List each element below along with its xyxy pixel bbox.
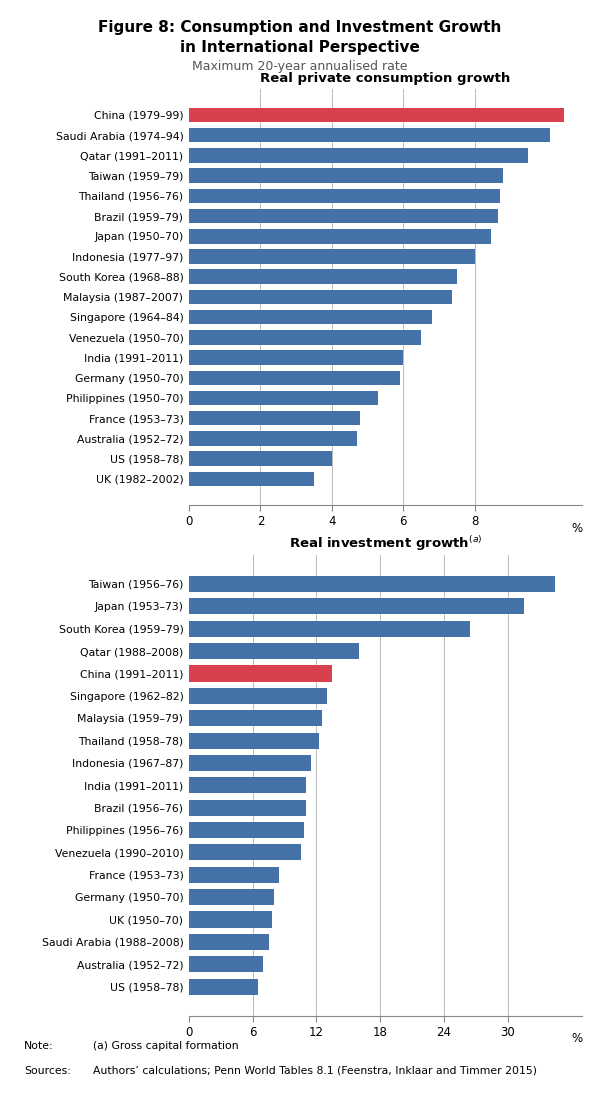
Bar <box>189 330 421 344</box>
Bar <box>189 189 500 203</box>
Title: Real private consumption growth: Real private consumption growth <box>260 72 511 84</box>
Bar <box>189 823 304 838</box>
Bar <box>189 209 498 223</box>
Text: Figure 8: Consumption and Investment Growth: Figure 8: Consumption and Investment Gro… <box>98 20 502 36</box>
Bar <box>189 665 332 682</box>
Bar <box>189 169 503 183</box>
Title: Real investment growth$^{(a)}$: Real investment growth$^{(a)}$ <box>289 534 482 553</box>
Bar <box>189 310 432 324</box>
Text: Sources:: Sources: <box>24 1066 71 1076</box>
Bar <box>189 148 529 163</box>
Bar <box>189 431 357 446</box>
Bar <box>189 128 550 142</box>
Bar <box>189 845 301 860</box>
Bar <box>189 250 475 264</box>
Bar <box>189 867 279 882</box>
Bar <box>189 979 258 995</box>
Text: Maximum 20-year annualised rate: Maximum 20-year annualised rate <box>192 60 408 73</box>
Bar <box>189 411 361 425</box>
Text: %: % <box>571 1032 582 1045</box>
Bar <box>189 934 269 950</box>
Bar <box>189 472 314 486</box>
Bar <box>189 229 491 243</box>
Bar <box>189 452 332 466</box>
Bar <box>189 351 403 365</box>
Bar <box>189 799 306 816</box>
Bar <box>189 391 379 405</box>
Bar <box>189 371 400 385</box>
Bar <box>189 643 359 659</box>
Bar <box>189 270 457 284</box>
Bar <box>189 290 452 304</box>
Text: %: % <box>571 522 582 535</box>
Bar <box>189 620 470 637</box>
Text: Note:: Note: <box>24 1041 53 1051</box>
Bar <box>189 777 306 794</box>
Bar <box>189 576 556 592</box>
Bar <box>189 688 327 704</box>
Text: in International Perspective: in International Perspective <box>180 40 420 56</box>
Text: Authors’ calculations; Penn World Tables 8.1 (Feenstra, Inklaar and Timmer 2015): Authors’ calculations; Penn World Tables… <box>93 1066 537 1076</box>
Bar <box>189 911 272 928</box>
Bar <box>189 598 524 615</box>
Bar <box>189 956 263 972</box>
Text: (a) Gross capital formation: (a) Gross capital formation <box>93 1041 239 1051</box>
Bar <box>189 889 274 906</box>
Bar <box>189 108 564 122</box>
Bar <box>189 733 319 748</box>
Bar <box>189 755 311 771</box>
Bar <box>189 710 322 726</box>
